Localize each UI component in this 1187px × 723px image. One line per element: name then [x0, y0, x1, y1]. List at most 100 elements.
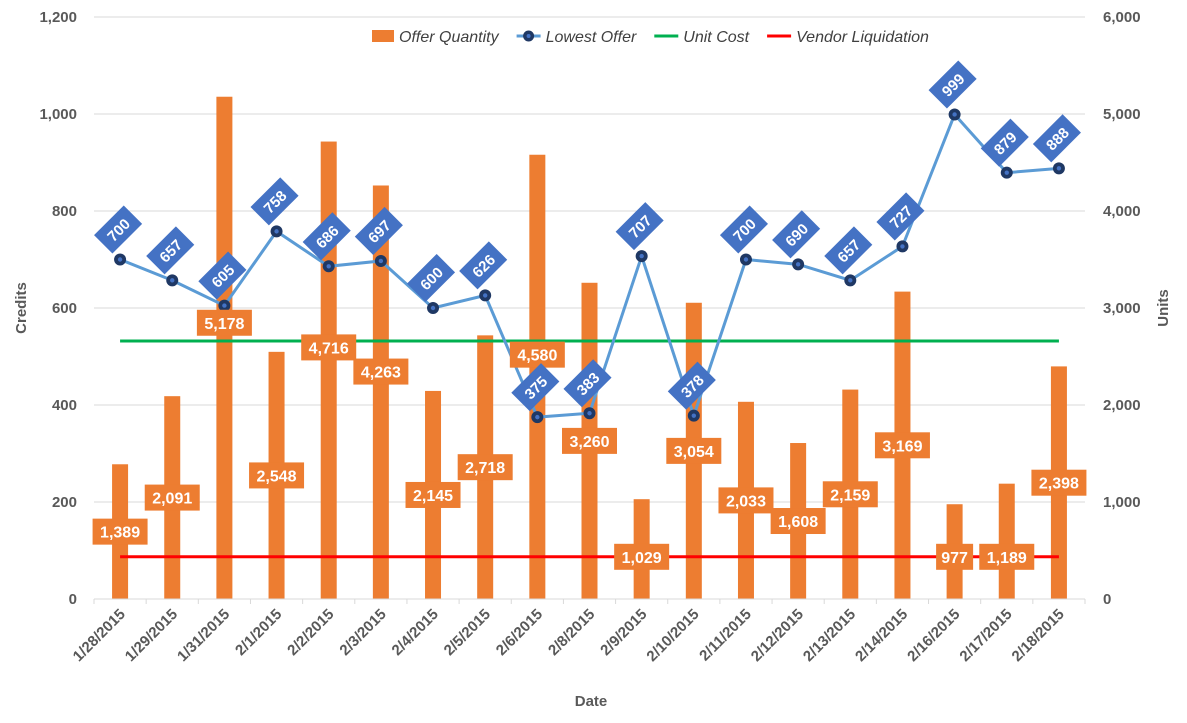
bar-label: 2,718 — [465, 460, 505, 477]
x-tick-label: 2/14/2015 — [852, 606, 911, 665]
x-axis-title: Date — [575, 693, 608, 710]
line-marker-core — [1056, 166, 1062, 171]
bar — [320, 141, 337, 599]
x-tick-label: 2/9/2015 — [597, 606, 650, 659]
x-tick-label: 2/11/2015 — [696, 606, 755, 665]
y-tick-right: 3,000 — [1103, 300, 1141, 317]
bar — [216, 96, 233, 599]
line-marker-core — [378, 258, 384, 264]
line-label-box — [250, 177, 299, 226]
x-tick-label: 2/6/2015 — [493, 606, 546, 659]
line-marker-core — [274, 229, 279, 234]
line-label-group: 657 — [146, 226, 195, 275]
bar-label-box — [822, 481, 878, 508]
legend-label: Offer Quantity — [399, 29, 500, 46]
bar-label-box — [509, 341, 565, 368]
bar-label: 2,159 — [830, 487, 870, 504]
line-label-group: 626 — [459, 241, 508, 290]
legend-label: Vendor Liquidation — [796, 29, 929, 46]
line-marker-core — [1004, 170, 1009, 175]
x-tick-label: 2/12/2015 — [748, 606, 807, 665]
bar-label: 4,716 — [309, 340, 349, 357]
line-label-box — [824, 226, 873, 275]
bar — [372, 185, 389, 599]
line-label-box — [772, 210, 821, 259]
line-label-box — [459, 241, 508, 290]
bar-label-box — [770, 508, 826, 535]
bar-label-box — [562, 427, 617, 454]
line-label-group: 700 — [94, 205, 143, 254]
bar-label: 1,389 — [100, 525, 140, 542]
bar-label-box — [92, 518, 148, 545]
line-label-group: 690 — [772, 210, 821, 259]
bar-label: 2,145 — [413, 488, 453, 505]
line-label-box — [146, 226, 195, 275]
y-tick-left: 0 — [69, 591, 77, 608]
line-marker-core — [639, 253, 644, 259]
legend-item[interactable]: Unit Cost — [654, 29, 750, 46]
line-marker-core — [326, 264, 331, 269]
bar-label-box — [936, 543, 974, 570]
bar-label: 3,054 — [674, 444, 714, 461]
bar-label-box — [301, 334, 357, 361]
bar-label-box — [196, 309, 252, 336]
line-label-box — [667, 361, 716, 410]
line-label-box — [876, 192, 925, 241]
line-marker-core — [848, 278, 853, 283]
line-label-group: 600 — [406, 253, 456, 303]
bar-label: 2,091 — [152, 491, 192, 508]
y-tick-left: 1,000 — [39, 106, 77, 123]
legend-swatch-marker-core — [526, 34, 531, 38]
y-axis-left-title: Credits — [13, 282, 30, 334]
line-label-box — [980, 118, 1029, 167]
line-marker-core — [795, 262, 801, 267]
legend-label: Unit Cost — [683, 29, 749, 46]
y-tick-right: 4,000 — [1103, 203, 1141, 220]
legend-item[interactable]: Vendor Liquidation — [767, 29, 929, 46]
x-tick-label: 2/1/2015 — [232, 606, 285, 659]
x-tick-label: 2/8/2015 — [545, 606, 598, 659]
line-marker-core — [117, 257, 123, 262]
x-tick-label: 2/13/2015 — [800, 606, 859, 665]
x-tick-label: 2/17/2015 — [956, 606, 1015, 665]
legend-label: Lowest Offer — [546, 29, 637, 46]
y-tick-right: 6,000 — [1103, 9, 1141, 26]
line-label-box — [563, 359, 612, 408]
x-tick-label: 1/28/2015 — [70, 606, 129, 665]
line-label-group: 697 — [354, 206, 403, 255]
line-label-group: 707 — [615, 202, 664, 251]
y-tick-left: 400 — [52, 397, 77, 414]
line-label-box — [354, 206, 403, 255]
y-tick-left: 600 — [52, 300, 77, 317]
y-tick-left: 200 — [52, 494, 77, 511]
legend-swatch-bar — [372, 30, 394, 42]
x-tick-label: 1/31/2015 — [174, 606, 233, 665]
legend-item[interactable]: Offer Quantity — [372, 29, 500, 46]
line-label-box — [511, 363, 560, 412]
line-marker-core — [900, 244, 905, 249]
y-tick-right: 1,000 — [1103, 494, 1141, 511]
bar-label-box — [405, 481, 461, 508]
bar-label-box — [666, 437, 722, 464]
bar-label-box — [614, 543, 670, 570]
x-tick-label: 2/2/2015 — [284, 606, 337, 659]
y-tick-left: 800 — [52, 203, 77, 220]
bar-label: 977 — [941, 550, 968, 567]
y-tick-right: 0 — [1103, 591, 1111, 608]
bar-label: 3,169 — [882, 438, 922, 455]
line-label-box — [1032, 114, 1081, 163]
bar-label: 4,580 — [517, 348, 557, 365]
line-label-box — [719, 205, 769, 254]
line-label-box — [94, 205, 143, 254]
legend-item[interactable]: Lowest Offer — [516, 29, 637, 46]
line-label-group: 879 — [980, 118, 1029, 167]
line-label-group: 888 — [1032, 114, 1081, 163]
bar-label-box — [144, 484, 200, 511]
line-marker-core — [952, 112, 957, 117]
x-tick-label: 2/18/2015 — [1009, 606, 1068, 665]
bar-label: 1,189 — [987, 550, 1027, 567]
line-label-box — [302, 212, 351, 261]
bar-label: 2,033 — [726, 493, 766, 510]
bar-labels: 1,389 2,091 5,178 2,548 4,716 4,263 2,145 2,718… — [92, 309, 1087, 570]
